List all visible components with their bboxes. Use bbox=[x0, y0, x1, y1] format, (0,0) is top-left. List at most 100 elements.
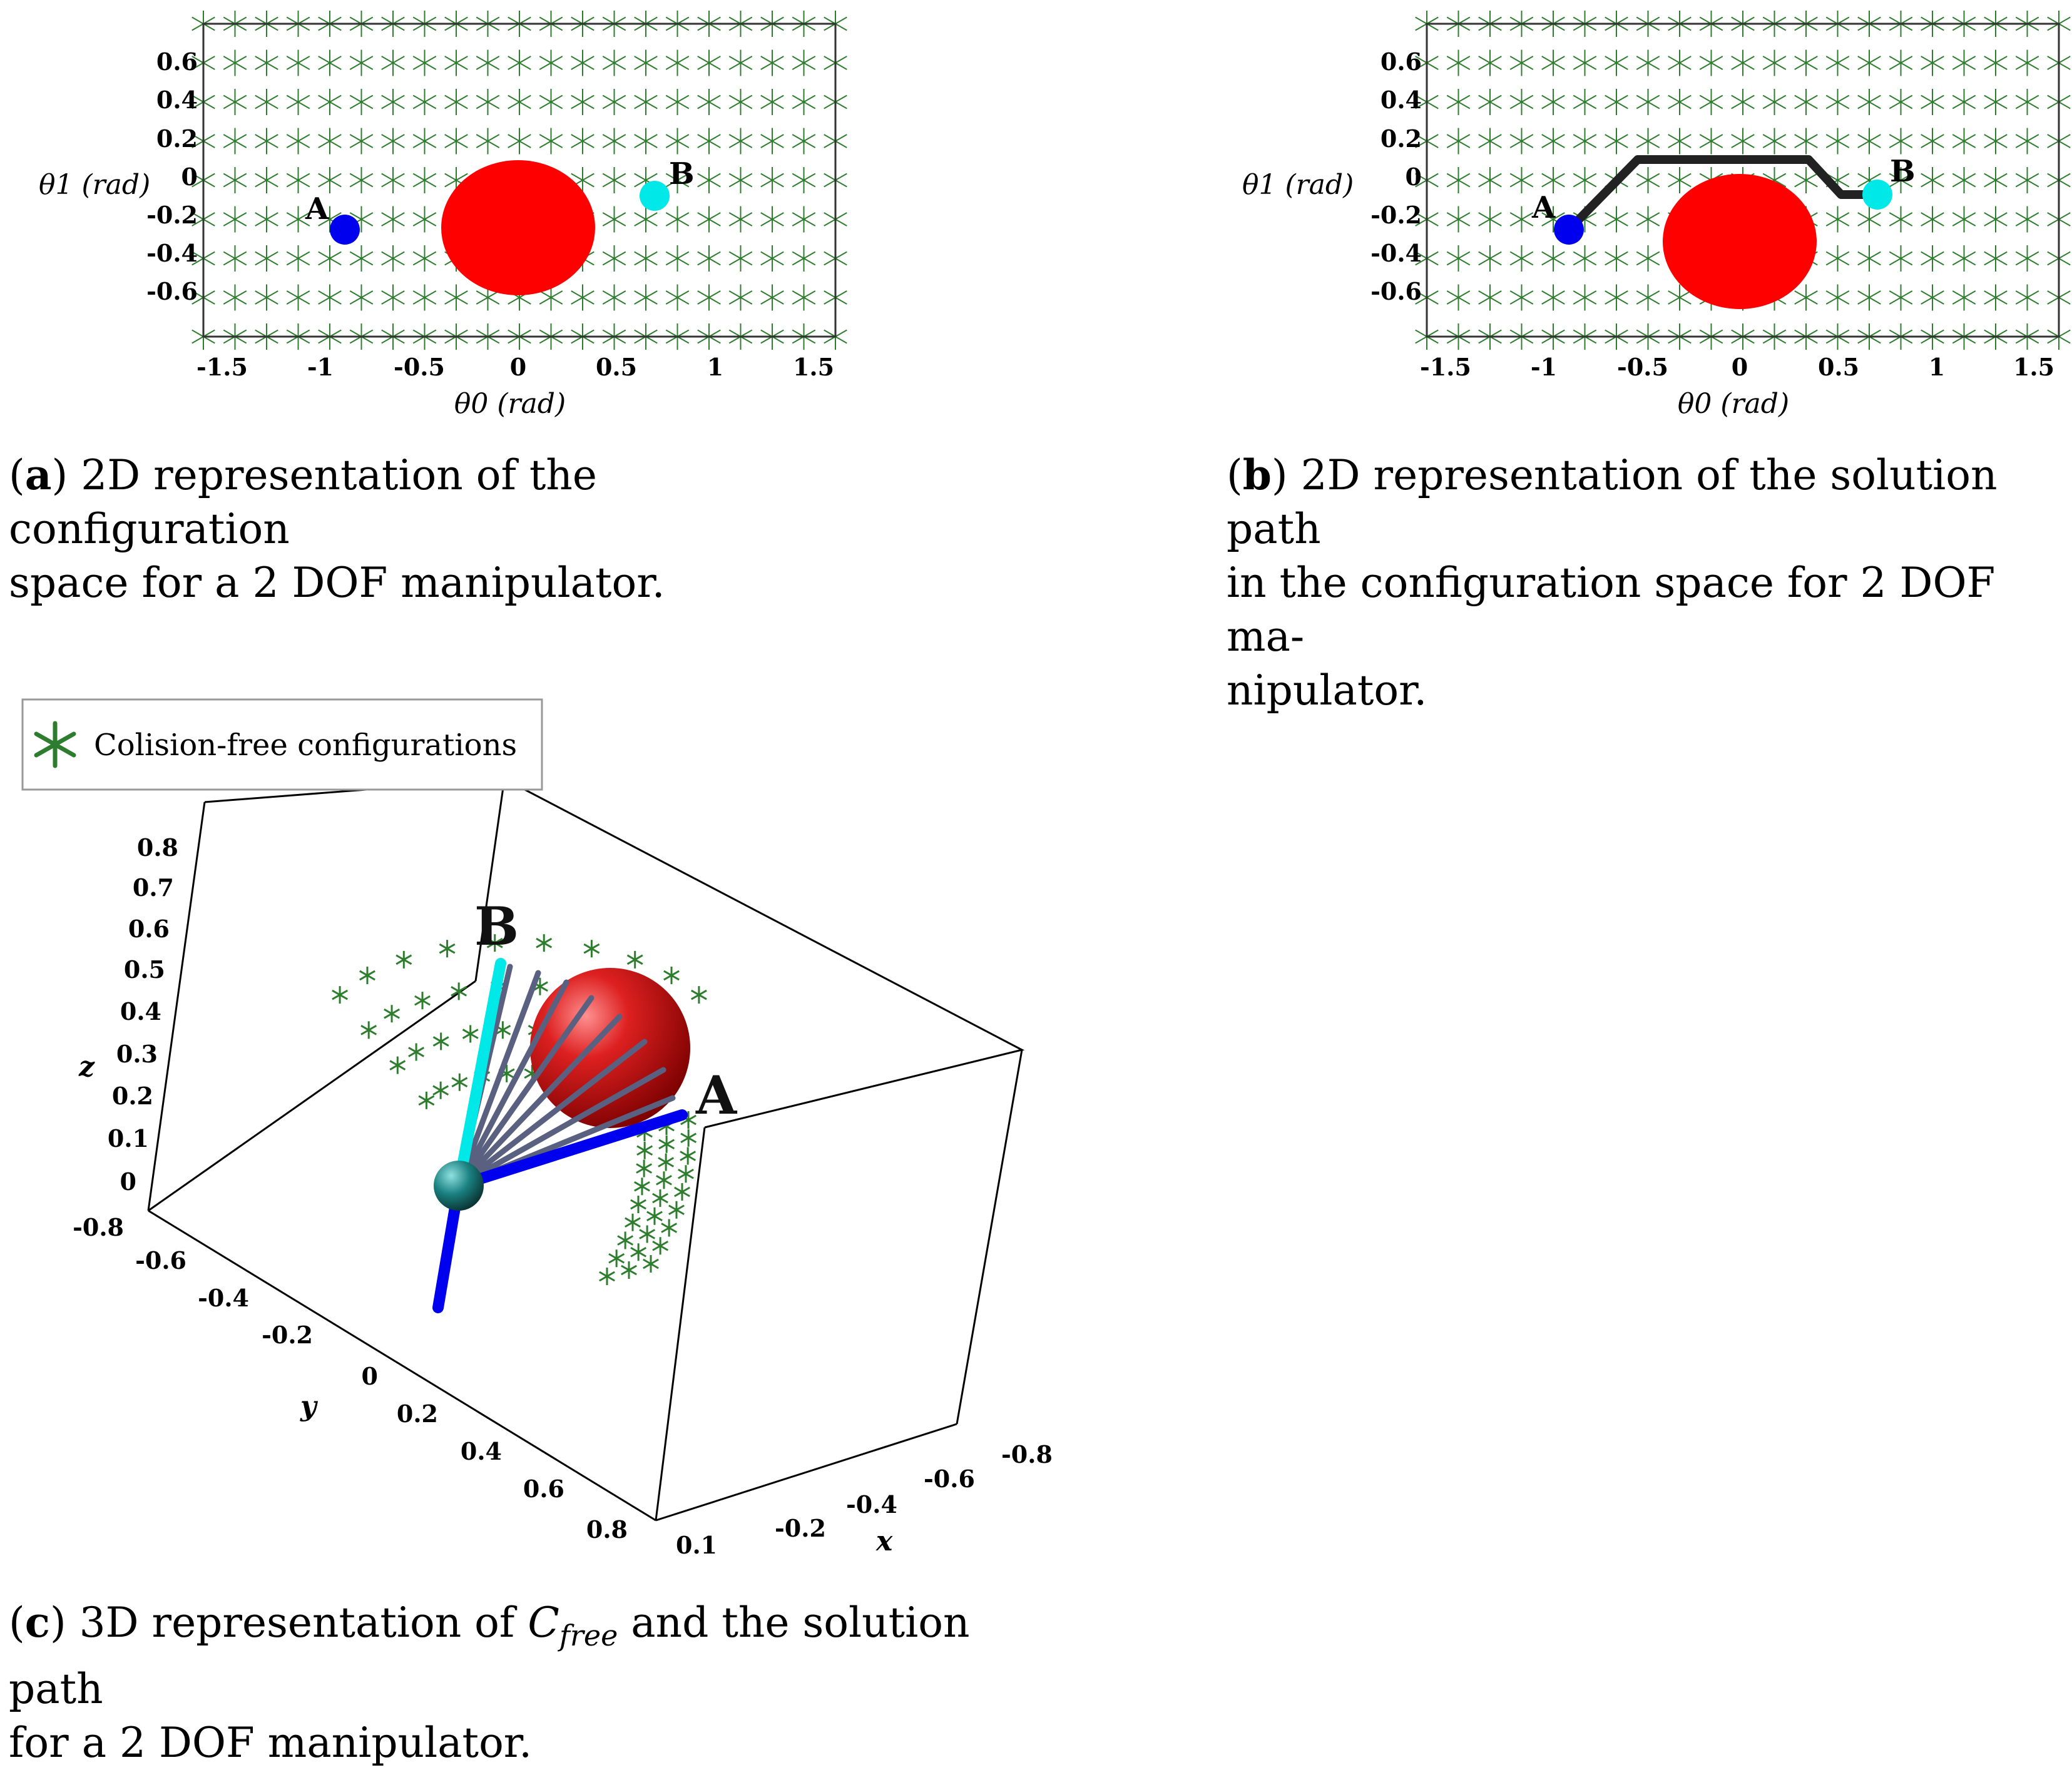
free-config-marker bbox=[1984, 167, 2008, 193]
free-config-marker bbox=[255, 284, 278, 311]
caption-b-line-3: nipulator. bbox=[1227, 666, 1427, 715]
free-config-marker bbox=[665, 284, 690, 311]
free-config-marker bbox=[760, 128, 784, 155]
free-config-marker bbox=[412, 245, 437, 272]
panel-a-ytick: 0 bbox=[181, 163, 198, 191]
free-config-marker-3d bbox=[359, 966, 375, 984]
free-config-marker bbox=[728, 128, 753, 155]
panel-c-legend-box bbox=[21, 698, 543, 791]
free-config-marker bbox=[760, 167, 784, 193]
panel-c-obstacle-sphere bbox=[530, 968, 690, 1128]
free-config-marker bbox=[255, 89, 278, 115]
free-config-marker bbox=[571, 128, 595, 155]
free-config-marker bbox=[1921, 284, 1944, 311]
free-config-marker bbox=[1984, 49, 2008, 76]
free-config-marker bbox=[286, 49, 310, 76]
free-config-marker bbox=[728, 167, 753, 193]
caption-a-line-1: (a) 2D representation of the configurati… bbox=[9, 450, 597, 553]
free-config-marker bbox=[286, 89, 310, 115]
panel-c-ytick: 0.4 bbox=[461, 1437, 502, 1465]
free-config-marker bbox=[1478, 49, 1502, 76]
free-config-marker-3d bbox=[636, 1159, 653, 1177]
free-config-marker bbox=[602, 206, 626, 233]
free-config-marker bbox=[1478, 245, 1502, 272]
free-config-marker-3d bbox=[389, 1056, 406, 1074]
free-config-marker bbox=[571, 49, 595, 76]
free-config-marker bbox=[2015, 245, 2039, 272]
panel-a-frame bbox=[202, 23, 837, 338]
free-config-marker bbox=[1889, 128, 1913, 155]
free-config-marker bbox=[255, 206, 278, 233]
panel-c-ztick: 0.4 bbox=[120, 997, 161, 1025]
panel-a-xtick: -1.5 bbox=[196, 353, 248, 381]
free-config-marker-3d bbox=[408, 1043, 425, 1061]
free-config-marker bbox=[381, 245, 405, 272]
free-config-marker bbox=[1699, 89, 1723, 115]
free-config-marker bbox=[318, 245, 342, 272]
free-config-marker bbox=[1952, 89, 1976, 115]
free-config-marker bbox=[2015, 128, 2039, 155]
panel-a-yticks: 0.6 0.4 0.2 0 -0.2 -0.4 -0.6 bbox=[146, 48, 198, 305]
free-config-marker bbox=[1825, 128, 1850, 155]
free-config-marker bbox=[634, 284, 658, 311]
free-config-marker bbox=[2015, 284, 2039, 311]
free-config-marker bbox=[1889, 167, 1913, 193]
free-config-marker bbox=[381, 167, 405, 193]
free-config-marker-3d bbox=[451, 982, 467, 1000]
free-config-marker bbox=[1984, 206, 2008, 233]
panel-c-yticks: -0.8 -0.6 -0.4 -0.2 0 0.2 0.4 0.6 0.8 bbox=[73, 1213, 628, 1544]
free-config-marker bbox=[1984, 245, 2008, 272]
panel-c: 0.8 0.7 0.6 0.5 0.4 0.3 0.2 0.1 0 z -0.8… bbox=[21, 698, 1053, 1559]
panel-c-link-a bbox=[453, 1109, 688, 1191]
free-config-marker bbox=[318, 49, 342, 76]
panel-a-xtick: -0.5 bbox=[394, 353, 445, 381]
free-config-marker bbox=[1605, 245, 1628, 272]
free-config-marker bbox=[634, 49, 658, 76]
free-config-marker bbox=[286, 167, 310, 193]
panel-c-xtick: -0.8 bbox=[1001, 1440, 1053, 1468]
free-config-marker bbox=[2015, 49, 2039, 76]
free-config-marker bbox=[1984, 89, 2008, 115]
panel-b-xticks: -1.5 -1 -0.5 0 0.5 1 1.5 bbox=[1420, 353, 2054, 381]
free-config-marker bbox=[2015, 206, 2039, 233]
caption-b-letter: b bbox=[1242, 450, 1272, 499]
free-config-marker bbox=[1478, 89, 1502, 115]
free-config-marker-3d bbox=[663, 966, 680, 984]
free-config-marker bbox=[1668, 49, 1692, 76]
free-config-marker bbox=[665, 245, 690, 272]
panel-c-ztick: 0.7 bbox=[133, 873, 174, 902]
caption-c-line-1: (c) 3D representation of Cfree and the s… bbox=[9, 1598, 970, 1714]
free-config-marker bbox=[1952, 284, 1976, 311]
panel-a-point-a bbox=[330, 215, 360, 245]
free-config-marker bbox=[792, 128, 816, 155]
free-config-marker bbox=[1731, 49, 1755, 76]
free-config-marker-3d bbox=[646, 1207, 663, 1225]
free-config-marker bbox=[1984, 128, 2008, 155]
free-config-marker bbox=[1636, 167, 1660, 193]
free-config-marker bbox=[1857, 245, 1881, 272]
free-config-marker bbox=[1446, 167, 1471, 193]
free-config-marker bbox=[728, 89, 753, 115]
free-config-marker bbox=[1541, 128, 1565, 155]
free-config-marker bbox=[1509, 167, 1534, 193]
free-config-marker bbox=[1509, 89, 1534, 115]
free-config-marker bbox=[1541, 89, 1565, 115]
free-config-marker bbox=[1699, 128, 1723, 155]
panel-a-ytick: -0.4 bbox=[146, 239, 198, 267]
panel-c-xtick: -0.6 bbox=[924, 1465, 975, 1493]
caption-c-math-sub: free bbox=[559, 1619, 618, 1653]
free-config-marker bbox=[508, 89, 531, 115]
free-config-marker bbox=[349, 49, 374, 76]
free-config-marker bbox=[697, 206, 721, 233]
free-config-marker-3d bbox=[639, 1225, 656, 1243]
free-config-marker bbox=[792, 89, 816, 115]
panel-b-point-b bbox=[1862, 180, 1892, 210]
free-config-marker bbox=[1478, 206, 1502, 233]
free-config-marker bbox=[349, 245, 374, 272]
free-config-marker-3d bbox=[658, 1153, 675, 1171]
caption-b: (b) 2D representation of the solution pa… bbox=[1227, 448, 2065, 718]
caption-a-text-1: ) 2D representation of the configuration bbox=[9, 451, 597, 553]
free-config-marker bbox=[1952, 167, 1976, 193]
free-config-marker-3d bbox=[462, 1025, 479, 1043]
free-config-marker-3d bbox=[396, 950, 412, 969]
